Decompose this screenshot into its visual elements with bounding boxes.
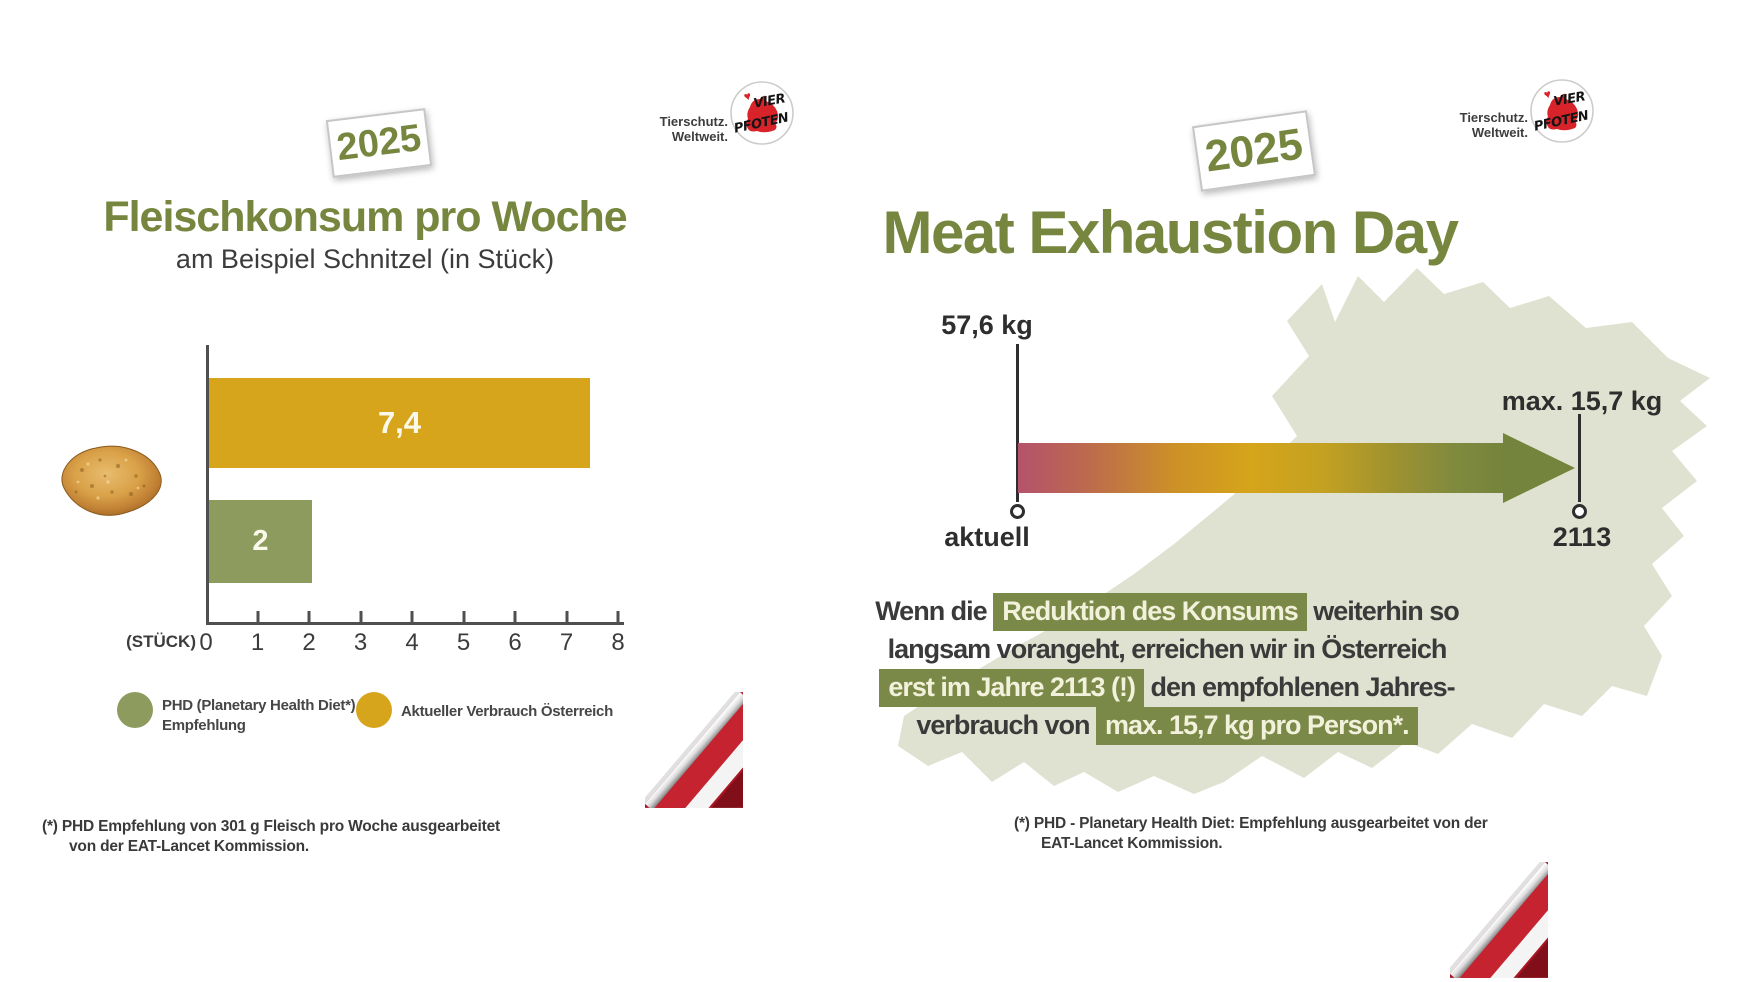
footnote-line2: EAT-Lancet Kommission.	[1041, 835, 1223, 852]
x-tick-label: 4	[405, 629, 419, 656]
brand-tagline-line1: Tierschutz.	[1459, 110, 1528, 125]
footnote: (*) PHD - Planetary Health Diet: Empfehl…	[1014, 814, 1488, 854]
x-tick-mark	[410, 611, 414, 622]
schnitzel-image	[61, 445, 162, 516]
austria-map-shape	[898, 268, 1710, 794]
timeline-start-dot	[1010, 504, 1025, 519]
timeline-start-label: aktuell	[944, 522, 1030, 552]
axis-unit-label: (STÜCK)	[126, 632, 196, 651]
vier-pfoten-logo: ♥ VIER PFOTEN	[730, 81, 794, 145]
x-tick-label: 7	[559, 629, 574, 656]
message-line: erst im Jahre 2113 (!) den empfohlenen J…	[835, 668, 1499, 707]
footnote-line1: (*) PHD - Planetary Health Diet: Empfehl…	[1014, 815, 1488, 832]
heart-icon: ♥	[1542, 87, 1552, 102]
x-tick-mark	[307, 611, 311, 622]
footnote-line2: von der EAT-Lancet Kommission.	[69, 838, 310, 855]
gradient-arrow-head	[1503, 433, 1575, 503]
legend-label-current: Aktueller Verbrauch Österreich	[401, 702, 613, 722]
timeline-start-line	[1016, 344, 1019, 502]
year-badge: 2025	[325, 108, 433, 178]
legend-swatch-phd	[117, 692, 153, 728]
x-tick-label: 5	[456, 629, 471, 656]
heart-icon: ♥	[742, 89, 752, 104]
page-title: Fleischkonsum pro Woche	[103, 192, 627, 241]
highlighted-text: erst im Jahre 2113 (!)	[879, 669, 1145, 707]
message-line: verbrauch von max. 15,7 kg pro Person*.	[835, 706, 1499, 745]
brand-tagline: Tierschutz. Weltweit.	[590, 114, 728, 144]
brand-tagline: Tierschutz. Weltweit.	[1392, 110, 1528, 140]
fox-figure-icon	[1546, 93, 1579, 131]
x-tick-label: 2	[302, 629, 316, 656]
footnote: (*) PHD Empfehlung von 301 g Fleisch pro…	[42, 817, 500, 857]
logo-word-top: VIER	[752, 91, 786, 111]
legend-label-phd: PHD (Planetary Health Diet*) Empfehlung	[162, 696, 356, 736]
year-badge-text: 2025	[334, 116, 424, 169]
x-axis-tick-marks	[206, 611, 624, 622]
bar-value-label: 2	[252, 525, 269, 557]
legend-swatch-current	[356, 692, 392, 728]
vier-pfoten-logo: ♥ VIER PFOTEN	[1530, 79, 1594, 143]
x-tick-mark	[256, 611, 259, 622]
x-tick-label: 8	[611, 629, 625, 656]
timeline-start-value: 57,6 kg	[941, 310, 1033, 340]
x-tick-mark	[462, 611, 465, 622]
plain-text: langsam vorangeht, erreichen wir in Öste…	[887, 634, 1448, 664]
austria-flag-page-curl	[645, 692, 743, 808]
page-title: Meat Exhaustion Day	[882, 199, 1460, 267]
brand-tagline-line1: Tierschutz.	[659, 114, 728, 129]
bar-value-label: 7,4	[377, 405, 422, 440]
fox-figure-icon	[746, 95, 779, 133]
x-tick-label: 3	[353, 629, 368, 656]
plain-text: verbrauch von	[916, 710, 1096, 740]
bar-current-consumption: 7,4	[209, 378, 590, 468]
plain-text: den empfohlenen Jahres-	[1144, 672, 1456, 702]
timeline-end-label: 2113	[1552, 522, 1612, 552]
x-axis-line	[206, 622, 624, 625]
timeline-end-dot	[1572, 504, 1587, 519]
message-line: langsam vorangeht, erreichen wir in Öste…	[835, 630, 1499, 668]
brand-tagline-line2: Weltweit.	[671, 129, 728, 144]
x-tick-mark	[565, 611, 568, 622]
schnitzel-crumbs-dark	[74, 458, 146, 497]
message-block: Wenn die Reduktion des Konsums weiterhin…	[835, 592, 1499, 745]
x-tick-label: 0	[199, 629, 213, 656]
x-tick-label: 6	[508, 629, 522, 656]
gradient-arrow-bar	[1018, 443, 1504, 493]
x-tick-label: 1	[250, 629, 265, 656]
plain-text: weiterhin so	[1306, 596, 1460, 626]
legend-text: PHD (Planetary Health Diet*)	[162, 697, 356, 714]
x-tick-mark	[513, 611, 517, 622]
schnitzel-body	[61, 445, 162, 516]
bar-phd-recommendation: 2	[209, 500, 312, 583]
x-tick-mark	[616, 611, 620, 622]
logo-word-top: VIER	[1552, 89, 1586, 109]
highlighted-text: Reduktion des Konsums	[993, 593, 1307, 631]
legend-text: Aktueller Verbrauch Österreich	[401, 703, 613, 720]
y-axis-line	[206, 345, 209, 625]
x-tick-mark	[359, 611, 362, 622]
highlighted-text: max. 15,7 kg pro Person*.	[1095, 707, 1418, 745]
message-line: Wenn die Reduktion des Konsums weiterhin…	[835, 592, 1499, 631]
timeline-end-line	[1578, 414, 1581, 502]
austria-flag-page-curl	[1450, 862, 1548, 978]
year-badge: 2025	[1191, 110, 1317, 192]
footnote-line1: (*) PHD Empfehlung von 301 g Fleisch pro…	[42, 818, 500, 835]
schnitzel-crumbs-light	[76, 458, 140, 500]
brand-tagline-line2: Weltweit.	[1471, 125, 1528, 140]
legend-text: Empfehlung	[162, 717, 246, 734]
year-badge-text: 2025	[1202, 119, 1306, 182]
plain-text: Wenn die	[875, 596, 994, 626]
x-axis-tick-labels: 0 1 2 3 4 5 6 7 8	[199, 629, 625, 659]
timeline-end-value: max. 15,7 kg	[1501, 386, 1663, 416]
austria-map-silhouette	[898, 268, 1710, 794]
page-subtitle: am Beispiel Schnitzel (in Stück)	[175, 244, 555, 275]
